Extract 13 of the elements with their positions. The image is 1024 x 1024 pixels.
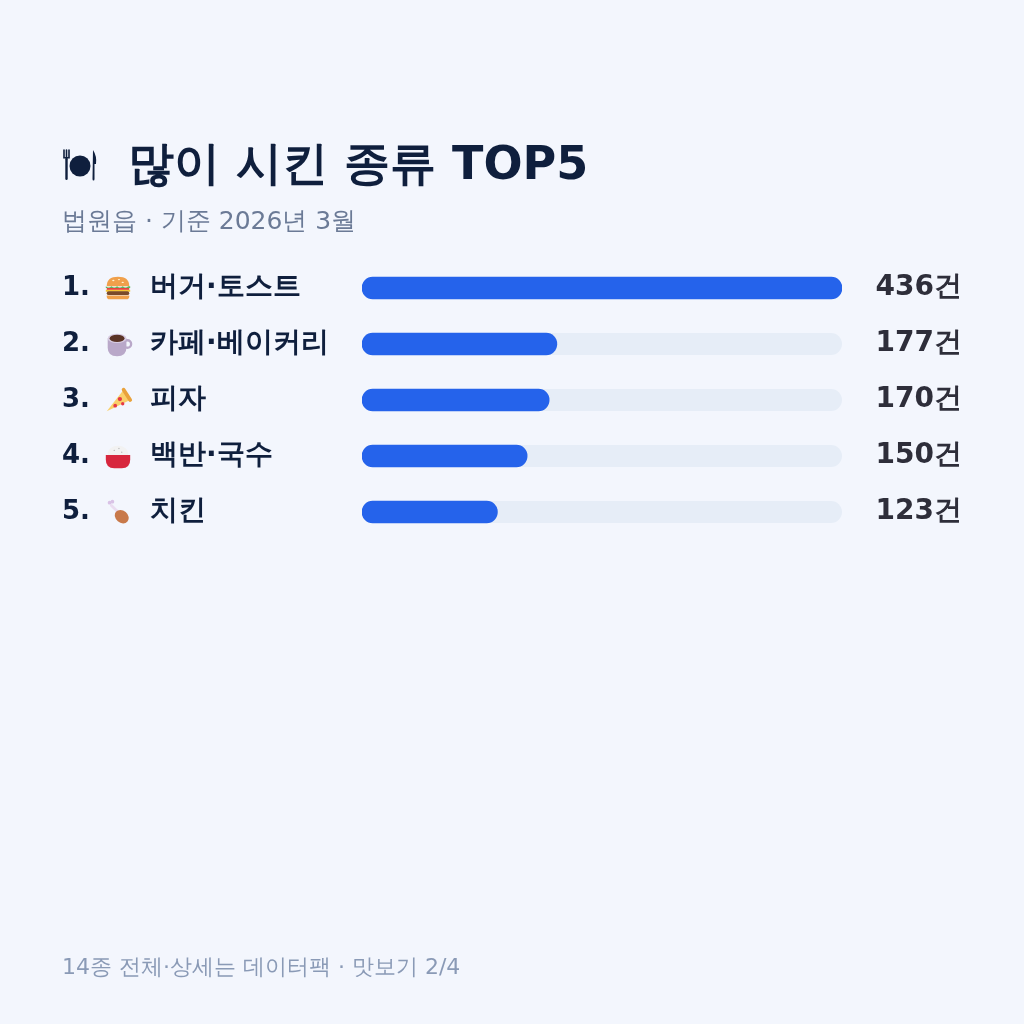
category-label: 4. 백반·국수 xyxy=(62,437,273,471)
category-label: 5. 치킨 xyxy=(62,493,206,527)
data-label: 177건 xyxy=(875,325,962,359)
data-label: 150건 xyxy=(875,437,962,471)
data-label: 170건 xyxy=(875,381,962,415)
chart-subtitle: 법원읍 · 기준 2026년 3월 xyxy=(62,205,357,237)
category-label: 2. 카페·베이커리 xyxy=(62,325,329,359)
category-label: 3. 피자 xyxy=(62,381,206,415)
data-label: 436건 xyxy=(875,269,962,303)
category-label: 1. 버거·토스트 xyxy=(62,269,301,303)
text: 14종 전체·상세는 데이터팩 · 맛보기 2/4 xyxy=(62,953,461,981)
data-label: 123건 xyxy=(875,493,962,527)
chart-title: 많이 시킨 종류 TOP5 xyxy=(128,135,589,192)
